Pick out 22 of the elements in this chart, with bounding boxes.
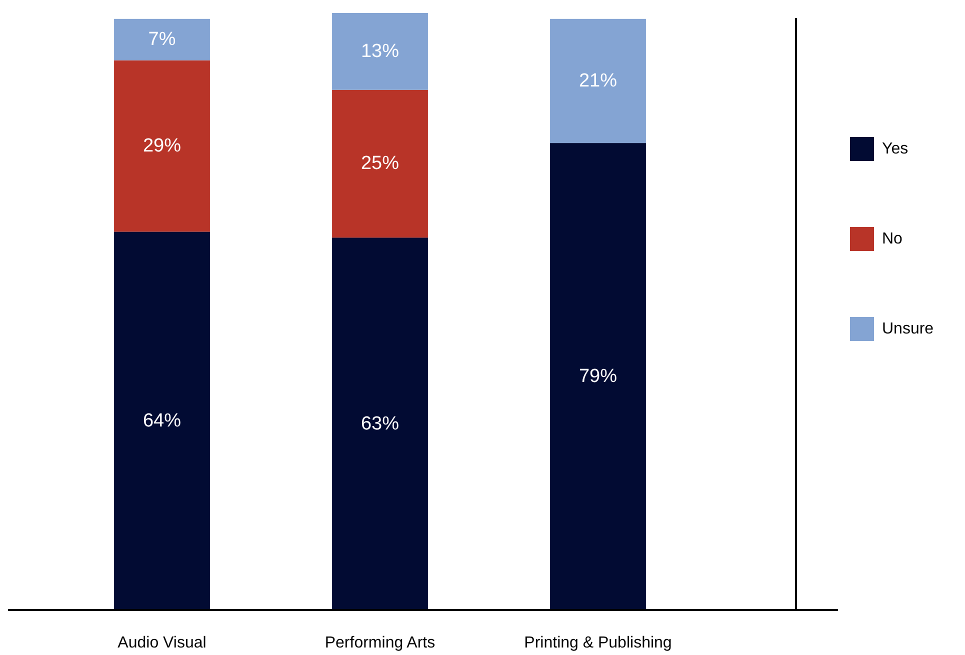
data-label: 63%: [360, 413, 400, 434]
bar: [114, 18, 210, 60]
x-tick-label: Printing & Publishing: [524, 634, 672, 652]
bar: [114, 232, 210, 610]
legend-label: No: [882, 230, 903, 248]
x-tick-label: Audio Visual: [118, 634, 206, 652]
data-label: 64%: [142, 410, 182, 432]
data-label: 13%: [360, 40, 400, 62]
data-label: 29%: [142, 135, 182, 156]
bar: [332, 90, 428, 238]
data-label: 25%: [360, 153, 400, 174]
bar: [550, 18, 646, 144]
data-label: 79%: [578, 366, 618, 388]
bar: [332, 13, 428, 90]
x-tick-label: Performing Arts: [324, 634, 436, 652]
bar: [114, 60, 210, 232]
data-label: 7%: [148, 29, 176, 50]
bar: [332, 238, 428, 610]
bar: [550, 143, 646, 610]
data-label: 21%: [578, 70, 618, 92]
legend-label: Unsure: [882, 320, 934, 338]
legend-label: Yes: [882, 140, 908, 158]
